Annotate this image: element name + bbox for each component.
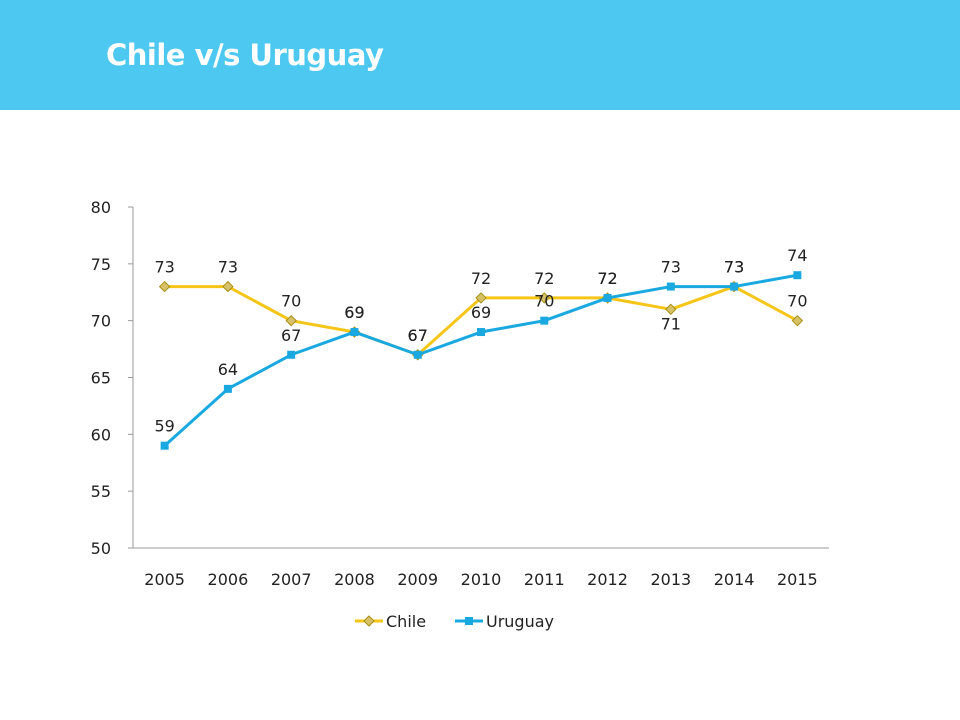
x-tick-label: 2015	[777, 570, 818, 589]
legend-marker-uruguay	[465, 617, 473, 625]
data-point-chile	[285, 314, 297, 327]
data-label-chile: 69	[344, 303, 364, 322]
data-label-chile: 70	[281, 292, 301, 311]
data-label-uruguay: 67	[281, 326, 301, 345]
data-point-uruguay	[477, 328, 485, 337]
data-label-uruguay: 69	[471, 303, 491, 322]
data-label-chile: 73	[724, 258, 744, 277]
x-tick-label: 2005	[144, 570, 185, 589]
data-point-uruguay	[413, 350, 422, 359]
title-banner	[0, 0, 960, 110]
y-tick-label: 50	[91, 539, 111, 558]
data-point-uruguay	[160, 441, 169, 450]
data-point-chile	[538, 292, 550, 304]
x-tick-label: 2013	[650, 570, 691, 589]
legend-item-uruguay: Uruguay	[455, 612, 554, 631]
y-tick-label: 80	[91, 198, 111, 217]
data-point-chile	[222, 280, 234, 293]
data-label-chile: 71	[661, 314, 681, 333]
y-tick-label: 60	[91, 425, 111, 444]
data-point-chile	[475, 292, 487, 304]
data-point-uruguay	[540, 316, 549, 325]
chart-series	[158, 271, 804, 450]
data-point-chile	[158, 280, 171, 293]
data-label-uruguay: 74	[787, 246, 807, 265]
data-label-uruguay: 67	[408, 326, 428, 345]
y-tick-label: 75	[91, 255, 111, 274]
data-point-uruguay	[287, 350, 296, 359]
data-label-uruguay: 73	[724, 258, 744, 277]
legend-label-chile: Chile	[386, 612, 426, 631]
legend-item-chile: Chile	[355, 612, 426, 631]
y-tick-label: 70	[91, 312, 111, 331]
data-point-uruguay	[603, 293, 612, 302]
data-point-uruguay	[223, 384, 232, 393]
legend-label-uruguay: Uruguay	[486, 612, 554, 631]
data-label-uruguay: 73	[661, 258, 681, 277]
chart-legend: Chile Uruguay	[355, 612, 554, 631]
data-label-uruguay: 64	[218, 360, 238, 379]
x-tick-label: 2011	[524, 570, 565, 589]
data-point-chile	[665, 303, 677, 316]
data-label-chile: 70	[787, 292, 807, 311]
x-tick-label: 2010	[461, 570, 502, 589]
series-uruguay	[160, 271, 802, 450]
legend-marker-chile	[363, 615, 375, 627]
data-label-uruguay: 69	[344, 303, 364, 322]
data-label-chile: 67	[408, 326, 428, 345]
x-tick-label: 2009	[397, 570, 438, 589]
data-label-uruguay: 70	[534, 292, 554, 311]
data-point-uruguay	[666, 282, 675, 291]
y-tick-label: 55	[91, 482, 111, 501]
x-tick-label: 2008	[334, 570, 375, 589]
slide-title: Chile v/s Uruguay	[106, 38, 384, 72]
x-tick-label: 2006	[208, 570, 249, 589]
data-label-chile: 73	[154, 258, 174, 277]
data-label-chile: 73	[218, 258, 238, 277]
data-label-uruguay: 59	[154, 417, 174, 436]
data-label-chile: 72	[597, 269, 617, 288]
y-tick-label: 65	[91, 369, 111, 388]
data-label-uruguay: 72	[597, 269, 617, 288]
data-point-chile	[791, 314, 804, 327]
data-point-uruguay	[793, 271, 802, 280]
data-point-uruguay	[350, 328, 359, 337]
x-tick-label: 2014	[714, 570, 755, 589]
data-label-chile: 72	[471, 269, 491, 288]
data-label-chile: 72	[534, 269, 554, 288]
x-tick-label: 2012	[587, 570, 628, 589]
data-point-uruguay	[730, 282, 739, 291]
chart-axes: 50 55 60 65 70 75 80 2005 2006 2007 2008 2009 2010 20…	[91, 198, 829, 589]
x-tick-label: 2007	[271, 570, 312, 589]
